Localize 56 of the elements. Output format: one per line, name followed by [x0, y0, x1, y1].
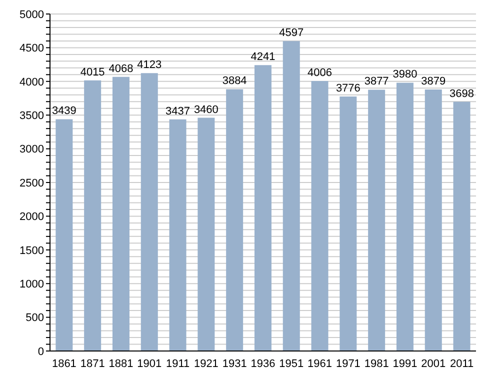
bar	[169, 119, 186, 351]
y-tick-label: 1000	[20, 278, 44, 291]
data-label: 3437	[166, 105, 190, 118]
bar	[282, 41, 300, 351]
y-tick-label: 0	[38, 346, 44, 358]
x-tick-label: 1901	[137, 358, 162, 370]
data-label: 3877	[364, 76, 389, 88]
x-tick-label: 1881	[108, 358, 134, 370]
x-tick-label: 1971	[336, 358, 360, 370]
y-tick-label: 2500	[20, 177, 44, 190]
x-tick-label: 1981	[364, 358, 389, 370]
y-tick-label: 1500	[20, 244, 44, 257]
data-label: 3879	[421, 76, 446, 88]
y-tick-label: 3000	[20, 144, 44, 156]
x-tick-label: 2011	[450, 358, 474, 370]
data-label: 3698	[450, 88, 474, 100]
bar	[424, 90, 442, 351]
x-tick-label: 1911	[166, 358, 190, 370]
data-label: 3439	[52, 105, 76, 118]
x-tick-label: 1931	[222, 358, 247, 370]
y-tick-label: 500	[26, 312, 44, 324]
data-label: 4597	[279, 27, 304, 40]
bar	[112, 76, 130, 351]
data-label: 3980	[392, 68, 418, 81]
bar	[198, 118, 215, 351]
bar	[368, 90, 386, 351]
bar	[340, 96, 357, 351]
data-label: 4068	[108, 62, 134, 75]
data-label: 3776	[336, 82, 360, 94]
bar	[254, 65, 272, 351]
bar	[453, 102, 470, 351]
x-tick-label: 1871	[80, 358, 105, 370]
data-label: 4006	[308, 66, 332, 79]
x-tick-label: 1936	[250, 358, 276, 370]
y-tick-label: 5000	[20, 8, 44, 21]
x-tick-label: 1951	[279, 358, 304, 370]
y-tick-label: 4500	[20, 42, 44, 55]
data-label: 4015	[80, 66, 105, 78]
x-tick-label: 1991	[392, 358, 418, 370]
bar	[311, 80, 328, 351]
bar	[226, 89, 244, 351]
bar	[396, 82, 414, 351]
data-label: 3460	[194, 104, 218, 116]
x-tick-label: 2001	[421, 358, 446, 370]
bar	[140, 73, 158, 351]
y-tick-label: 4000	[20, 76, 44, 88]
x-tick-label: 1961	[308, 358, 332, 370]
x-tick-label: 1861	[52, 358, 76, 370]
x-tick-label: 1921	[194, 358, 218, 370]
y-tick-label: 3500	[20, 110, 44, 122]
data-label: 4241	[250, 51, 276, 64]
bar	[56, 119, 73, 351]
bar	[84, 80, 102, 351]
data-label: 3884	[222, 75, 247, 88]
y-tick-label: 2000	[20, 211, 44, 224]
data-label: 4123	[137, 59, 162, 72]
